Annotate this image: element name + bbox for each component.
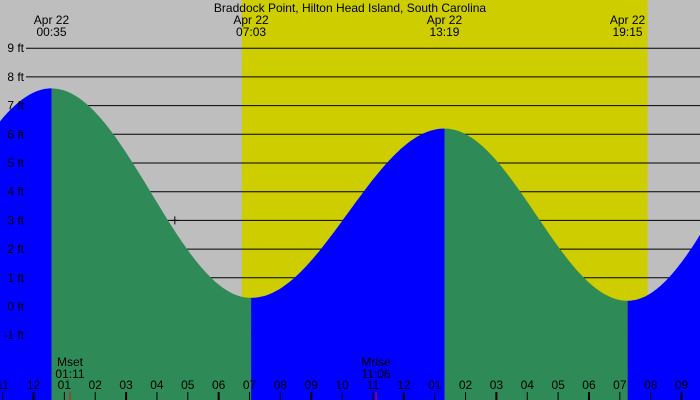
y-axis: 9 ft 8 ft 7 ft 6 ft 5 ft 4 ft 3 ft 2 ft 1 ft 0 ft… xyxy=(3,41,24,342)
hour-label: 10 xyxy=(335,378,349,392)
hour-label: 04 xyxy=(150,378,164,392)
chart-title: Braddock Point, Hilton Head Island, Sout… xyxy=(214,1,486,15)
falling-tide-area xyxy=(444,128,628,400)
hour-label: 02 xyxy=(459,378,473,392)
y-tick-label: 1 ft xyxy=(7,271,24,285)
rising-tide-area xyxy=(627,234,700,400)
hour-label: 06 xyxy=(212,378,226,392)
moon-event-time: 01:11 xyxy=(55,367,84,381)
tide-water xyxy=(0,88,700,400)
hour-label: 04 xyxy=(521,378,535,392)
rising-tide-area xyxy=(0,88,52,400)
hour-label: 01 xyxy=(428,378,442,392)
hour-label: 01 xyxy=(58,378,72,392)
current-time-marker xyxy=(170,216,179,225)
y-tick-label: 6 ft xyxy=(7,127,24,141)
extreme-time: 13:19 xyxy=(429,25,459,39)
moon-event-time: 11:06 xyxy=(361,367,390,381)
extreme-date: Apr 22 xyxy=(233,13,269,27)
rising-tide-area xyxy=(251,128,445,400)
hour-label: 03 xyxy=(490,378,504,392)
hour-label: 05 xyxy=(181,378,195,392)
extreme-date: Apr 22 xyxy=(610,13,646,27)
y-tick-label: 0 ft xyxy=(7,300,24,314)
hour-label: 06 xyxy=(582,378,596,392)
hour-label: 09 xyxy=(675,378,689,392)
hour-label: 08 xyxy=(274,378,288,392)
hour-label: 08 xyxy=(644,378,658,392)
y-tick-label: -1 ft xyxy=(3,328,24,342)
hour-label: 03 xyxy=(119,378,133,392)
y-tick-label: 3 ft xyxy=(7,213,24,227)
extreme-date: Apr 22 xyxy=(34,13,70,27)
hour-label: 07 xyxy=(243,378,257,392)
hour-label: 09 xyxy=(305,378,319,392)
hour-label: 07 xyxy=(613,378,627,392)
y-tick-label: 8 ft xyxy=(7,70,24,84)
y-tick-label: 2 ft xyxy=(7,242,24,256)
hour-label: 12 xyxy=(397,378,411,392)
extreme-time: 07:03 xyxy=(236,25,266,39)
moon-event-label: Mset xyxy=(57,355,84,369)
y-tick-label: 7 ft xyxy=(7,99,24,113)
falling-tide-area xyxy=(51,88,252,400)
extreme-date: Apr 22 xyxy=(427,13,463,27)
extreme-time: 19:15 xyxy=(613,25,643,39)
x-axis: 11 12 01 02 03 04 05 06 07 08 09 10 11 12 01 02 03 04 05 06… xyxy=(0,378,689,400)
y-tick-label: 5 ft xyxy=(7,156,24,170)
extreme-time: 00:35 xyxy=(36,25,66,39)
hour-label: 02 xyxy=(89,378,103,392)
moon-event-label: Mrise xyxy=(361,355,391,369)
y-tick-label: 4 ft xyxy=(7,185,24,199)
y-tick-label: 9 ft xyxy=(7,41,24,55)
hour-label: 05 xyxy=(551,378,565,392)
hour-label: 11 xyxy=(0,378,9,392)
hour-label: 11 xyxy=(367,378,380,392)
hour-label: 12 xyxy=(27,378,41,392)
